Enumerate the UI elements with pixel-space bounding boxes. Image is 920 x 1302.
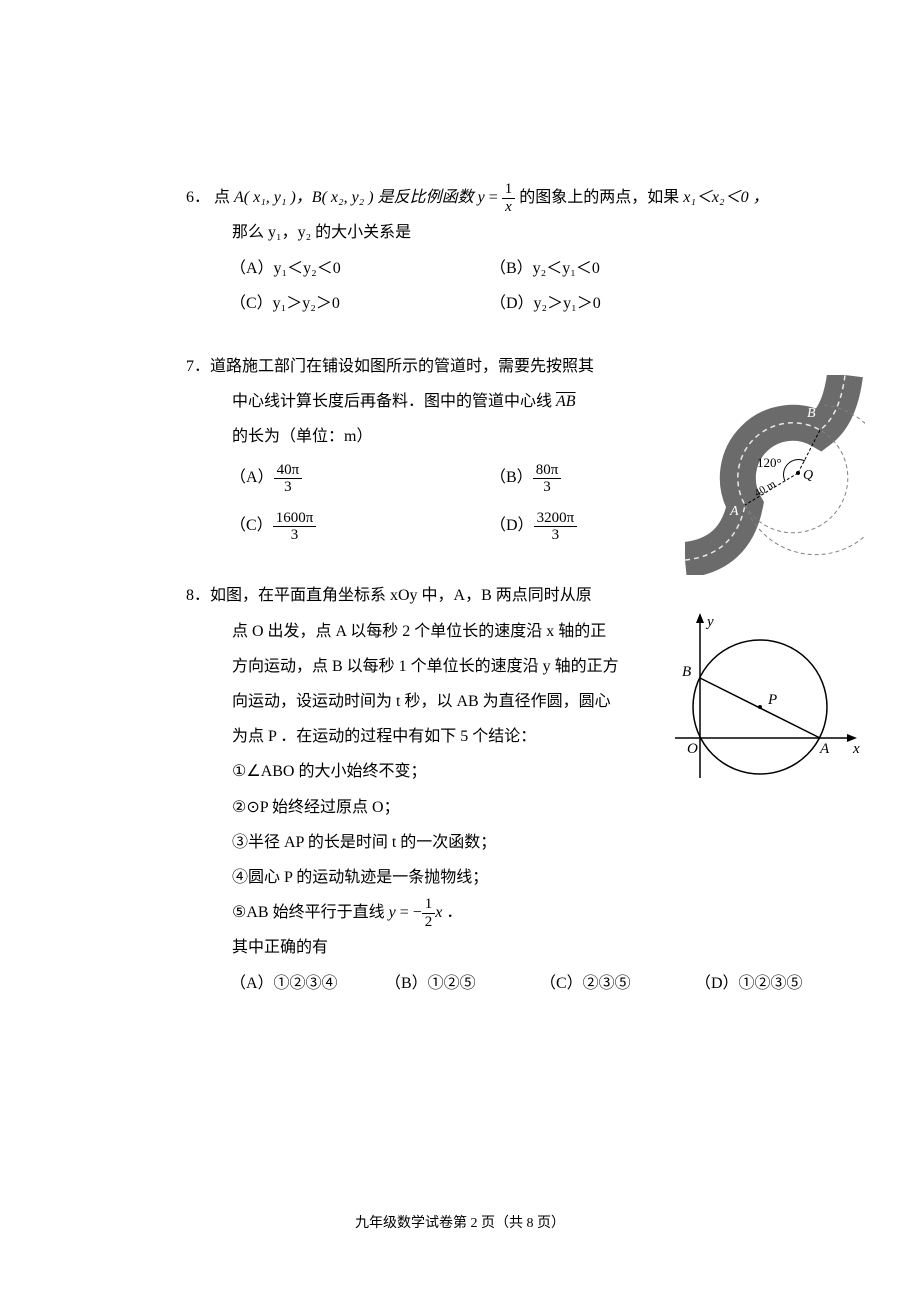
label-p: P: [767, 692, 777, 708]
label-b: B: [807, 406, 816, 421]
q6-stem-line2: 那么 y₁，y₂ 的大小关系是: [210, 215, 820, 250]
q8-option-a: （A）①②③④: [230, 966, 385, 1001]
q8-statement-3: ③半径 AP 的长是时间 t 的一次函数；: [210, 825, 820, 860]
fraction: 1x: [502, 181, 516, 215]
q7-figure: 120° Q A B 40 m: [685, 375, 865, 575]
q8-statement-4: ④圆心 P 的运动轨迹是一条抛物线；: [210, 860, 820, 895]
question-6: 6． 点 A( x₁, y₁ )，B( x₂, y₂ ) 是反比例函数 y = …: [210, 180, 820, 321]
q6-options: （A）y₁＜y₂＜0 （B）y₂＜y₁＜0 （C）y₁＞y₂＞0 （D）y₂＞y…: [210, 251, 820, 321]
q8-statement-2: ②⊙P 始终经过原点 O；: [210, 790, 820, 825]
label-b: B: [682, 664, 691, 680]
label-a: A: [729, 504, 739, 519]
q7-number: 7．: [186, 349, 210, 384]
angle-label: 120°: [757, 455, 782, 470]
axis-x: x: [852, 741, 860, 757]
q8-statement-5: ⑤AB 始终平行于直线 y = −12x ．: [210, 895, 820, 930]
q6-option-c: （C）y₁＞y₂＞0: [230, 286, 490, 321]
label-a: A: [819, 741, 830, 757]
q8-options: （A）①②③④ （B）①②⑤ （C）②③⑤ （D）①②③⑤: [210, 966, 820, 1001]
label-o: O: [687, 741, 698, 757]
q8-option-b: （B）①②⑤: [385, 966, 540, 1001]
q6-option-d: （D）y₂＞y₁＞0: [490, 286, 750, 321]
q8-figure: y x O B A P: [665, 608, 865, 788]
q8-option-c: （C）②③⑤: [540, 966, 695, 1001]
q6-option-a: （A）y₁＜y₂＜0: [230, 251, 490, 286]
q8-tail: 其中正确的有: [210, 930, 820, 965]
axis-y: y: [705, 614, 714, 630]
q6-option-b: （B）y₂＜y₁＜0: [490, 251, 750, 286]
q8-number: 8．: [186, 578, 210, 613]
radius-label: 40 m: [753, 478, 779, 500]
q7-option-c: （C）1600π3: [230, 502, 490, 550]
q6-stem: 6． 点 A( x₁, y₁ )，B( x₂, y₂ ) 是反比例函数 y = …: [210, 180, 820, 215]
q6-number: 6．: [186, 180, 210, 215]
q8-option-d: （D）①②③⑤: [695, 966, 850, 1001]
page-footer: 九年级数学试卷第 2 页（共 8 页）: [0, 1212, 920, 1232]
exam-page: 6． 点 A( x₁, y₁ )，B( x₂, y₂ ) 是反比例函数 y = …: [0, 0, 920, 1302]
q7-option-a: （A）40π3: [230, 454, 490, 502]
arc-ab: AB: [556, 393, 576, 410]
label-q: Q: [803, 468, 813, 483]
